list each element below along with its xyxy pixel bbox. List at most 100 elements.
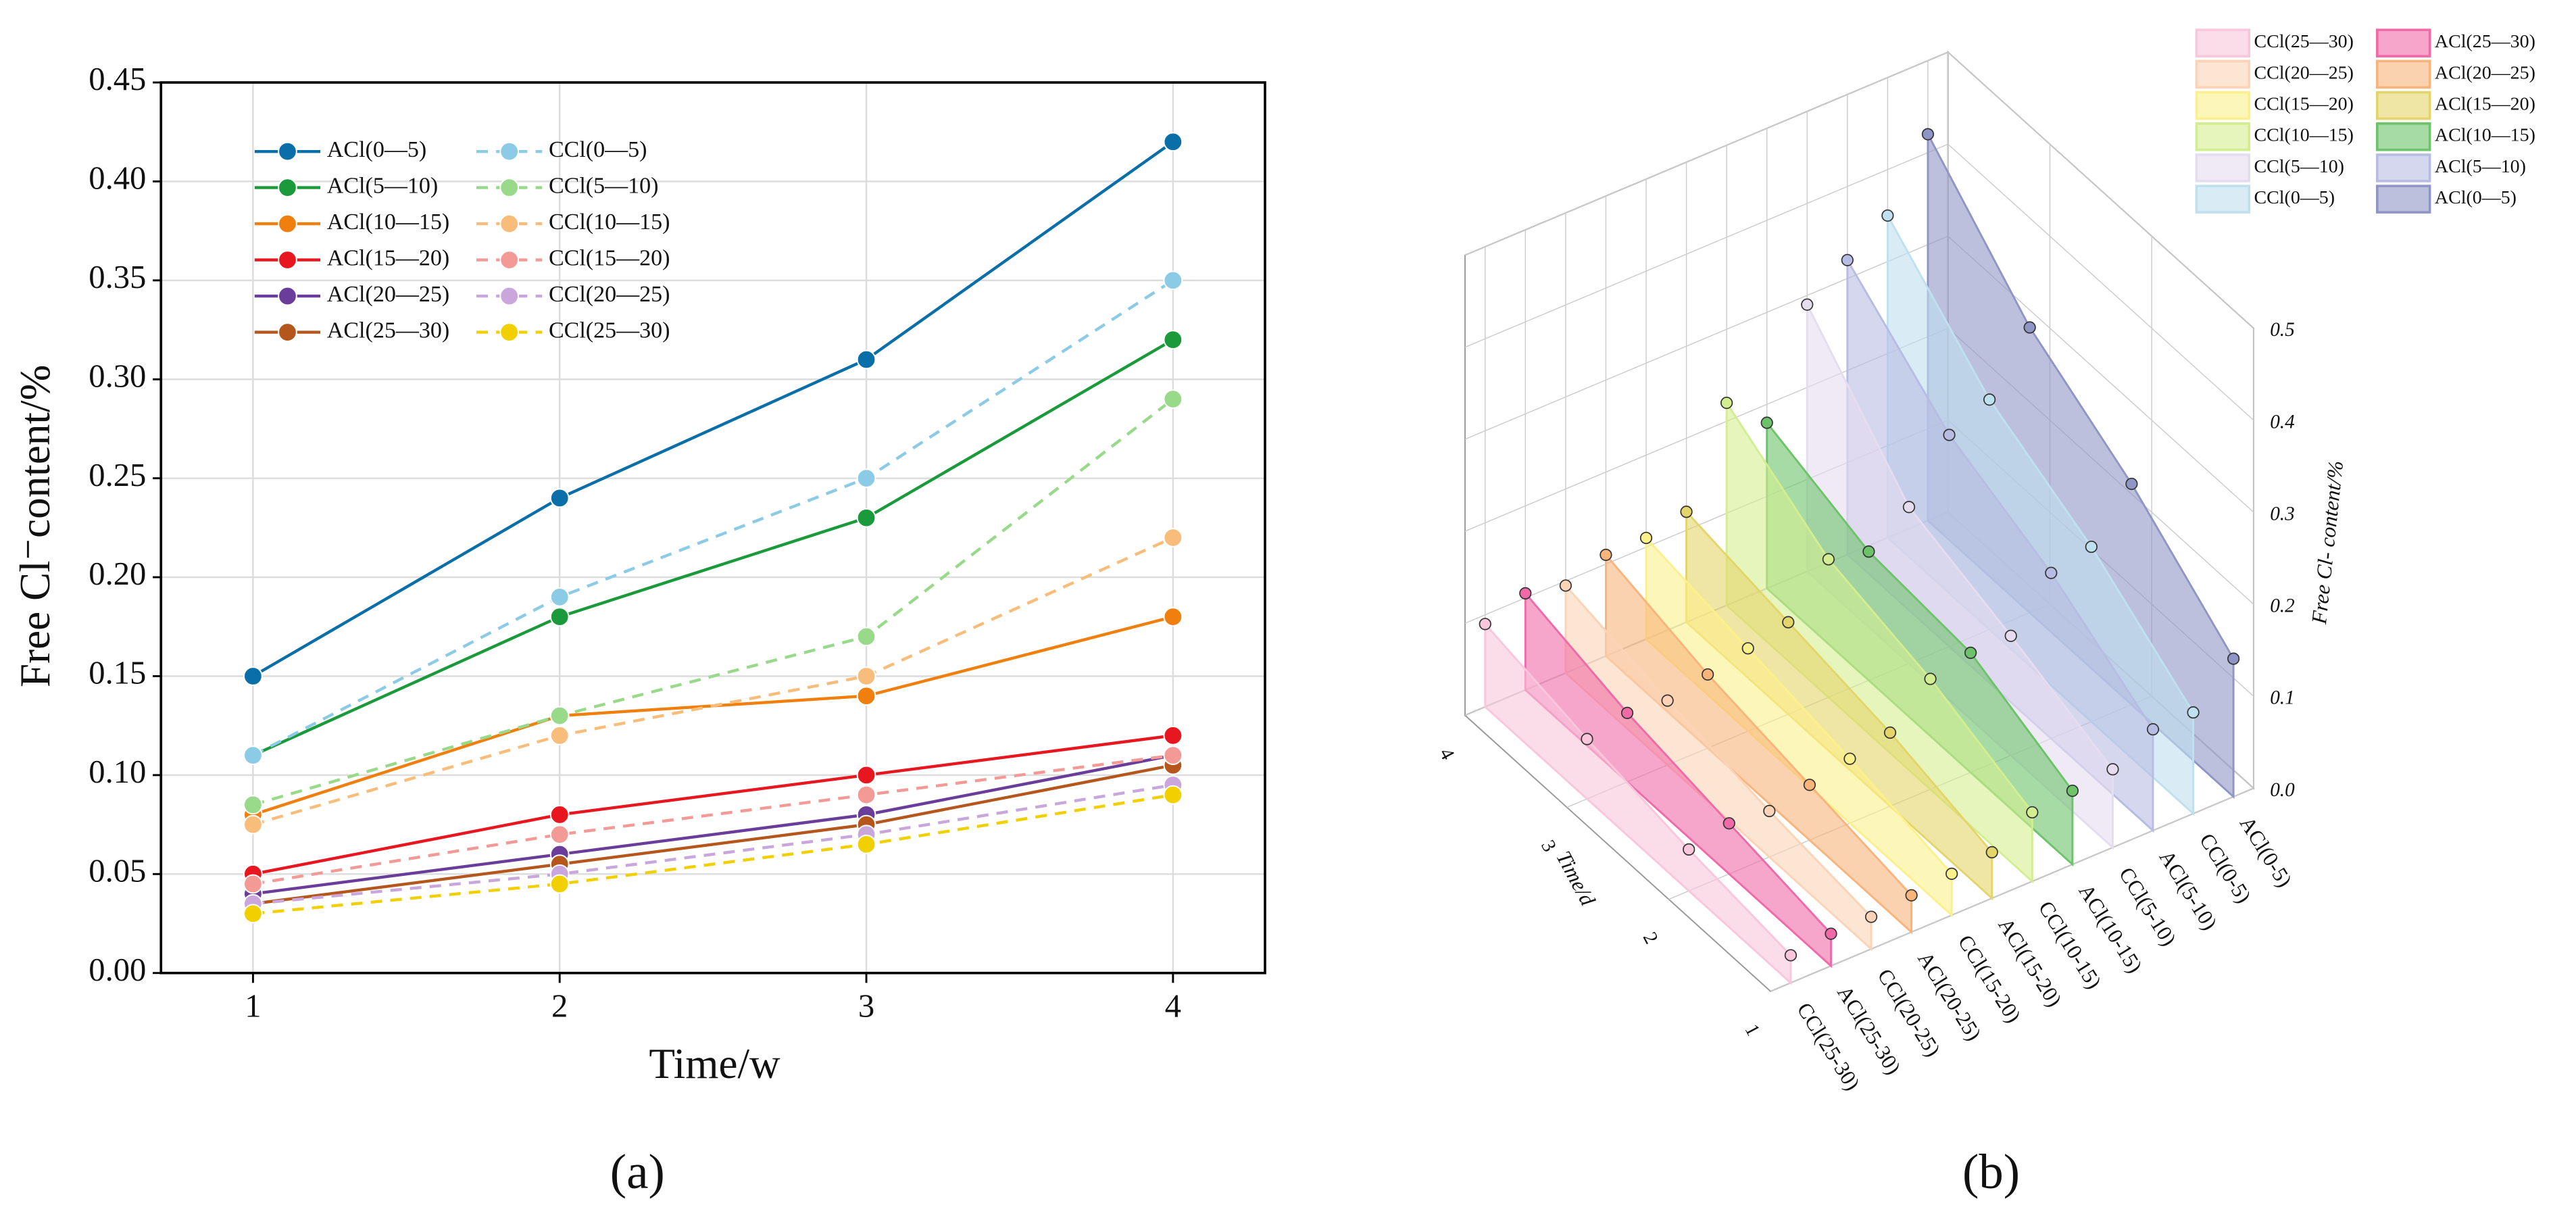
data-point	[549, 874, 570, 894]
legend-swatch	[2195, 91, 2251, 120]
data-point	[1479, 618, 1491, 631]
legend-marker	[499, 322, 519, 342]
legend-swatch	[2195, 59, 2251, 89]
legend-marker	[278, 214, 297, 234]
legend-swatch	[2195, 185, 2251, 214]
data-point	[1163, 528, 1183, 547]
legend-label: CCl(5—10)	[549, 173, 659, 198]
legend-label: ACl(20—25)	[2435, 62, 2535, 83]
data-point	[2106, 763, 2119, 776]
data-point	[1163, 745, 1183, 765]
legend-marker	[278, 178, 297, 197]
legend-label: CCl(0—5)	[549, 137, 647, 162]
legend-swatch	[2195, 153, 2251, 182]
data-point	[243, 874, 263, 894]
z-tick-label: 0.2	[2270, 595, 2294, 617]
legend-swatch	[2376, 28, 2431, 57]
x-tick-label: 3	[858, 987, 874, 1024]
data-point	[549, 725, 570, 745]
data-point	[549, 805, 570, 825]
data-point	[1983, 393, 1996, 406]
legend-label: CCl(15—20)	[549, 245, 670, 270]
legend-marker	[278, 286, 297, 306]
data-point	[1163, 785, 1183, 805]
legend-marker	[499, 178, 519, 197]
data-point	[1702, 668, 1714, 681]
data-point	[2146, 723, 2160, 736]
data-point	[1720, 396, 1733, 410]
data-point	[243, 795, 263, 815]
data-point	[2023, 321, 2036, 334]
legend-marker	[278, 250, 297, 270]
data-point	[2026, 806, 2039, 819]
data-point	[1881, 209, 1894, 222]
data-point	[856, 835, 876, 854]
data-point	[1864, 910, 1878, 923]
data-point	[856, 785, 876, 805]
grid-line	[1770, 328, 2254, 992]
legend-label: CCl(15—20)	[2254, 93, 2354, 114]
data-point	[856, 508, 876, 528]
data-point	[856, 627, 876, 647]
x-tick-label: 4	[1165, 987, 1181, 1024]
data-point	[1559, 579, 1572, 592]
data-point	[2045, 566, 2058, 579]
legend-marker	[278, 141, 297, 162]
legend-swatch	[2376, 153, 2431, 182]
legend-marker	[499, 141, 519, 162]
data-point	[1639, 531, 1653, 545]
z-tick-label: 0.5	[2270, 319, 2294, 341]
series-line	[253, 783, 1174, 906]
data-point	[1902, 501, 1916, 514]
data-point	[1883, 726, 1897, 739]
z-tick-label: 0.1	[2270, 687, 2294, 709]
legend-label: ACl(15—20)	[2435, 93, 2535, 114]
data-point	[1763, 804, 1776, 818]
data-point	[549, 488, 570, 508]
data-point	[243, 814, 263, 835]
data-point	[856, 686, 876, 706]
data-point	[243, 666, 263, 686]
legend-marker	[499, 214, 519, 234]
legend-label: CCl(0—5)	[2254, 187, 2335, 208]
data-point	[1600, 548, 1612, 562]
data-point	[549, 825, 570, 845]
data-point	[549, 706, 570, 726]
plot-frame	[159, 81, 1266, 975]
legend-label: CCl(10—15)	[2254, 125, 2354, 146]
data-point	[1519, 587, 1532, 599]
z-tick-label: 0.0	[2270, 779, 2295, 801]
data-point	[1825, 927, 1837, 940]
data-point	[2187, 706, 2200, 719]
data-point	[1803, 779, 1816, 791]
data-point	[1723, 817, 1735, 830]
data-point	[1661, 694, 1674, 707]
data-point	[1680, 506, 1693, 518]
data-point	[2066, 784, 2079, 797]
x-tick-label: 2	[551, 987, 568, 1024]
data-point	[856, 765, 876, 785]
panel-label: (b)	[1962, 1144, 2020, 1199]
series-line	[252, 338, 1174, 757]
series-line	[252, 536, 1174, 827]
series-line	[253, 754, 1174, 886]
series-line	[252, 734, 1174, 876]
y-tick-label: 0.10	[89, 754, 146, 790]
legend-label: CCl(20—25)	[549, 282, 670, 307]
x-axis-title: Time/w	[649, 1040, 781, 1087]
legend-swatch	[2195, 122, 2251, 151]
data-point	[1943, 428, 1956, 441]
data-point	[2085, 540, 2098, 554]
y-tick-label: 0.00	[89, 952, 146, 988]
y-tick-label: 0.35	[89, 259, 146, 295]
data-point	[1683, 843, 1695, 856]
y-tick-label: 0.15	[89, 655, 146, 691]
data-point	[549, 587, 570, 607]
legend-swatch	[2376, 59, 2431, 89]
legend-label: ACl(10—15)	[2435, 125, 2535, 146]
y-tick-label: 0.25	[89, 457, 146, 493]
z-tick-label: 0.4	[2270, 411, 2294, 433]
legend-label: CCl(10—15)	[549, 210, 670, 235]
